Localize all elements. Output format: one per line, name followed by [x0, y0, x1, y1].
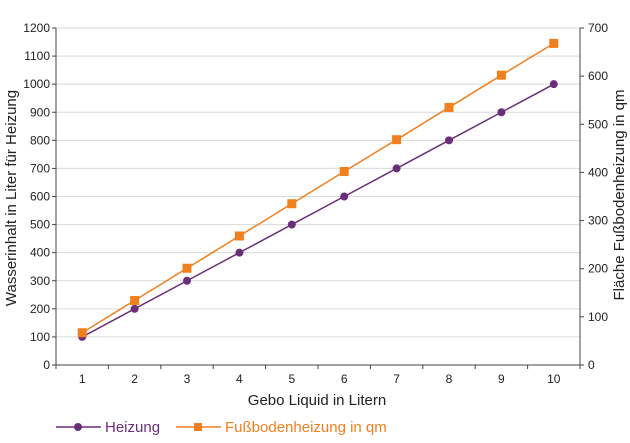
left-tick-label: 1200 — [23, 21, 50, 35]
right-tick-label: 700 — [588, 21, 608, 35]
x-tick-label: 9 — [498, 372, 505, 386]
left-tick-label: 1100 — [24, 49, 50, 63]
data-point-square — [77, 328, 87, 338]
data-point-square — [339, 166, 349, 176]
x-tick-label: 4 — [236, 372, 243, 386]
data-point-square — [549, 38, 559, 48]
data-point-square — [182, 263, 192, 273]
legend: Heizung Fußbodenheizung in qm — [56, 419, 387, 436]
left-tick-label: 200 — [30, 302, 50, 316]
legend-label-fussbodenheizung: Fußbodenheizung in qm — [225, 419, 387, 436]
right-y-axis-title: Fläche Fußbodenheizung in qm — [611, 90, 628, 301]
x-tick-label: 8 — [446, 372, 453, 386]
data-point-square — [496, 70, 506, 80]
left-y-axis-title: Wasserinhalt in Liter für Heizung — [3, 90, 20, 306]
x-tick-label: 10 — [547, 372, 561, 386]
data-point-square — [234, 231, 244, 241]
right-tick-label: 400 — [588, 165, 608, 179]
x-tick-label: 5 — [288, 372, 295, 386]
left-tick-label: 300 — [30, 274, 50, 288]
legend-item-fussbodenheizung: Fußbodenheizung in qm — [176, 419, 387, 436]
left-tick-label: 700 — [30, 161, 50, 175]
data-point-circle — [130, 304, 139, 313]
left-tick-label: 400 — [30, 246, 50, 260]
data-point-circle — [235, 248, 244, 257]
data-point-circle — [497, 108, 506, 117]
x-tick-label: 1 — [79, 372, 86, 386]
legend-item-heizung: Heizung — [56, 419, 160, 436]
right-y-axis-ticks: 0 100 200 300 400 500 600 700 — [580, 21, 608, 372]
series-line — [81, 42, 555, 334]
data-point-square — [287, 199, 297, 209]
data-point-circle — [392, 164, 401, 173]
left-tick-label: 600 — [30, 190, 50, 204]
data-point-square — [392, 135, 402, 145]
x-tick-label: 2 — [131, 372, 138, 386]
series-fussbodenheizung — [77, 38, 559, 338]
legend-marker-fussbodenheizung — [194, 423, 202, 431]
right-tick-label: 100 — [588, 310, 608, 324]
right-tick-label: 200 — [588, 262, 608, 276]
series-layer — [77, 38, 559, 341]
data-point-circle — [549, 80, 558, 89]
legend-label-heizung: Heizung — [105, 419, 160, 436]
data-point-square — [444, 102, 454, 112]
x-tick-label: 7 — [393, 372, 400, 386]
x-tick-label: 3 — [184, 372, 191, 386]
data-point-square — [130, 295, 140, 305]
data-point-circle — [287, 220, 296, 229]
axes — [55, 28, 581, 366]
legend-marker-heizung — [74, 423, 82, 431]
x-tick-label: 6 — [341, 372, 348, 386]
left-tick-label: 100 — [30, 330, 50, 344]
data-point-circle — [445, 136, 453, 145]
series-heizung — [78, 80, 558, 341]
left-tick-label: 1000 — [23, 77, 50, 91]
left-y-axis-ticks: 0 100 200 300 400 500 600 700 800 900 1000 1100 1200 — [23, 21, 56, 372]
left-tick-label: 500 — [30, 218, 50, 232]
gridlines — [56, 27, 580, 338]
right-tick-label: 0 — [588, 358, 595, 372]
right-tick-label: 300 — [588, 214, 608, 228]
left-tick-label: 0 — [43, 358, 50, 372]
data-point-circle — [340, 192, 349, 201]
x-axis-ticks: 1 2 3 4 5 6 7 8 9 10 — [55, 365, 581, 386]
right-tick-label: 500 — [588, 117, 608, 131]
left-tick-label: 900 — [30, 105, 50, 119]
right-tick-label: 600 — [588, 69, 608, 83]
series-line — [81, 83, 555, 338]
data-point-circle — [183, 276, 191, 285]
left-tick-label: 800 — [30, 133, 50, 147]
x-axis-title: Gebo Liquid in Litern — [248, 392, 386, 409]
